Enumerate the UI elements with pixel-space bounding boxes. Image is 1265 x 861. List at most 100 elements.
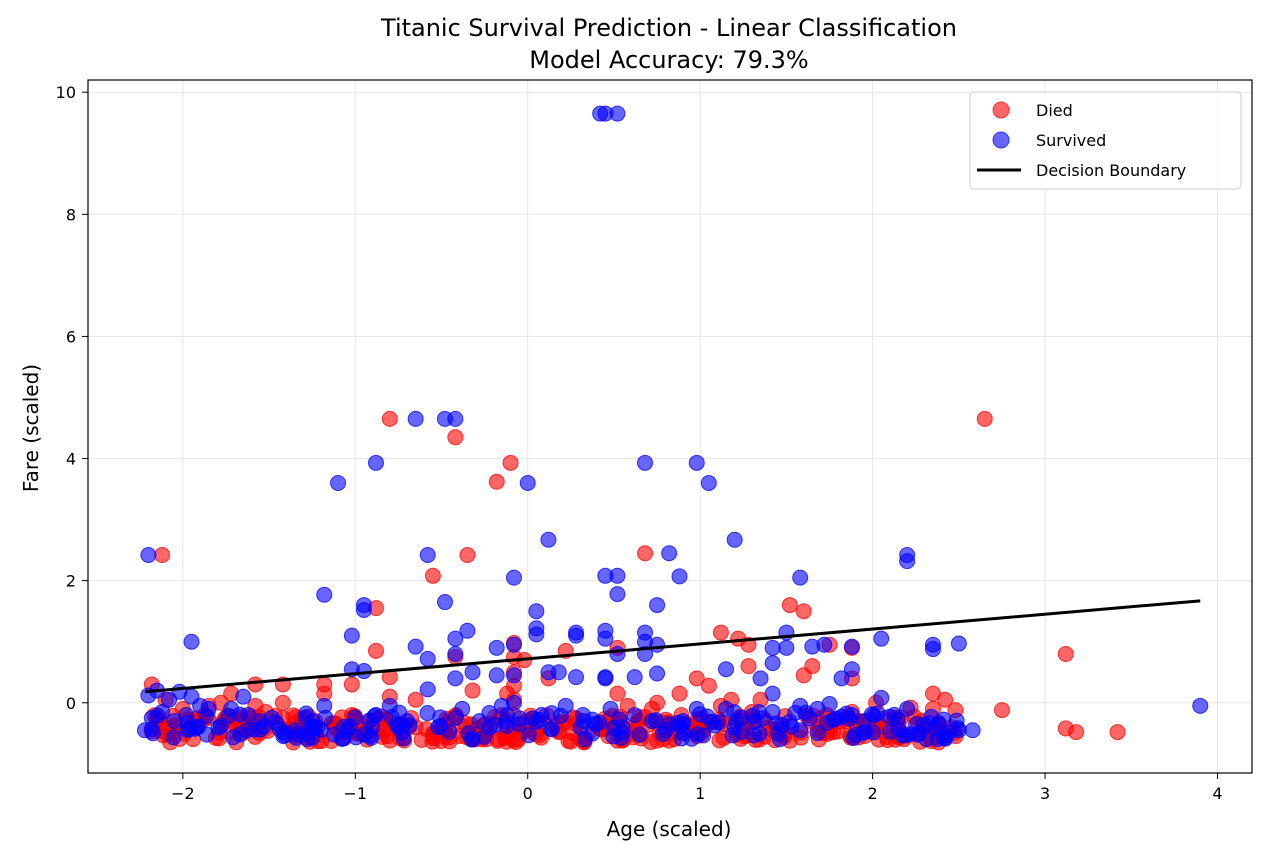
died-point: [937, 691, 954, 708]
survived-point: [609, 567, 626, 584]
died-point: [407, 691, 424, 708]
survived-point: [689, 726, 706, 743]
died-point: [993, 702, 1010, 719]
legend-died-marker: [992, 101, 1010, 119]
survived-point: [200, 700, 217, 717]
survived-point: [367, 706, 384, 723]
survived-point: [792, 697, 809, 714]
died-point: [367, 642, 384, 659]
survived-point: [183, 633, 200, 650]
survived-point: [165, 729, 182, 746]
survived-point: [488, 667, 505, 684]
survived-point: [649, 636, 666, 653]
survived-point: [316, 586, 333, 603]
survived-point: [688, 454, 705, 471]
survived-point: [459, 622, 476, 639]
survived-point: [447, 410, 464, 427]
y-axis-label: Fare (scaled): [19, 364, 43, 492]
survived-point: [833, 670, 850, 687]
survived-point: [964, 722, 981, 739]
survived-point: [764, 639, 781, 656]
survived-point: [674, 713, 691, 730]
legend-box: [969, 91, 1242, 190]
survived-point: [223, 700, 240, 717]
survived-point: [688, 700, 705, 717]
survived-point: [343, 627, 360, 644]
survived-point: [950, 635, 967, 652]
survived-point: [631, 726, 648, 743]
survived-point: [726, 531, 743, 548]
survived-point: [568, 669, 585, 686]
survived-point: [809, 724, 826, 741]
chart-subtitle: Model Accuracy: 79.3%: [529, 46, 808, 74]
x-tick-label: −2: [171, 784, 195, 803]
survived-point: [505, 569, 522, 586]
x-tick-label: 2: [868, 784, 878, 803]
survived-point: [899, 553, 916, 570]
died-point: [424, 567, 441, 584]
survived-point: [626, 707, 643, 724]
died-point: [154, 547, 171, 564]
died-point: [671, 685, 688, 702]
survived-point: [316, 697, 333, 714]
survived-point: [235, 688, 252, 705]
survived-point: [597, 630, 614, 647]
survived-point: [778, 639, 795, 656]
survived-point: [528, 626, 545, 643]
y-tick-label: 10: [56, 83, 76, 102]
survived-point: [252, 713, 269, 730]
survived-point: [614, 719, 631, 736]
survived-point: [488, 639, 505, 656]
survived-point: [540, 531, 557, 548]
died-point: [1068, 724, 1085, 741]
survived-point: [355, 601, 372, 618]
survived-point: [889, 711, 906, 728]
survived-point: [419, 650, 436, 667]
died-point: [1109, 724, 1126, 741]
survived-point: [499, 706, 516, 723]
survived-point: [454, 700, 471, 717]
survived-point: [140, 547, 157, 564]
died-point: [781, 597, 798, 614]
y-tick-label: 0: [66, 694, 76, 713]
x-axis-label: Age (scaled): [607, 817, 732, 841]
survived-point: [643, 713, 660, 730]
survived-point: [136, 722, 153, 739]
died-point: [609, 685, 626, 702]
died-point: [636, 545, 653, 562]
died-point: [505, 732, 522, 749]
survived-point: [843, 638, 860, 655]
survived-point: [745, 727, 762, 744]
survived-point: [750, 704, 767, 721]
decision-boundary-layer: [144, 599, 1201, 694]
survived-point: [626, 669, 643, 686]
x-tick-label: 4: [1212, 784, 1222, 803]
survived-point: [407, 410, 424, 427]
survived-point: [636, 454, 653, 471]
survived-point: [557, 697, 574, 714]
died-point: [381, 410, 398, 427]
survived-point: [464, 664, 481, 681]
scatter-points: [136, 105, 1209, 751]
survived-point: [430, 719, 447, 736]
survived-point: [550, 664, 567, 681]
survived-point: [901, 726, 918, 743]
survived-point: [568, 627, 585, 644]
survived-point: [856, 713, 872, 730]
survived-point: [770, 725, 787, 742]
survived-point: [602, 700, 619, 717]
survived-point: [899, 700, 916, 717]
survived-point: [847, 726, 864, 743]
died-point: [712, 624, 729, 641]
x-tick-label: −1: [343, 784, 367, 803]
survived-point: [792, 722, 809, 739]
died-point: [700, 677, 717, 694]
survived-point: [1192, 697, 1209, 714]
x-tick-label: 3: [1040, 784, 1050, 803]
x-tick-label: 0: [523, 784, 533, 803]
died-point: [488, 473, 505, 490]
plot-frame: [87, 79, 1253, 774]
chart-title: Titanic Survival Prediction - Linear Cla…: [380, 14, 957, 42]
y-tick-label: 2: [66, 572, 76, 591]
